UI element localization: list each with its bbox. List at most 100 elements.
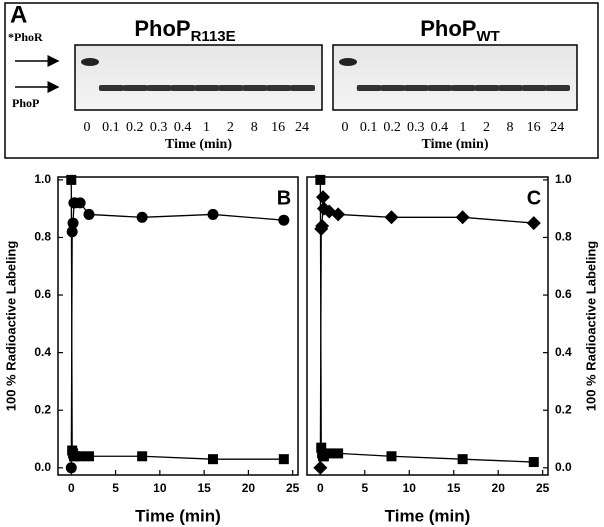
data-point [278, 214, 290, 226]
panel-label: C [527, 187, 541, 209]
x-tick-label: 25 [286, 481, 300, 495]
data-point [526, 216, 541, 231]
lane-label: 8 [507, 120, 514, 135]
gel-xlabel: Time (min) [165, 137, 232, 152]
gel-band [81, 58, 99, 66]
gel-band [339, 58, 357, 66]
gel-title: PhoPR113E [134, 16, 235, 45]
lane-label: 0.4 [174, 120, 192, 135]
x-tick-label: 0 [68, 481, 75, 495]
gel-band [380, 85, 405, 91]
x-tick-label: 5 [361, 481, 368, 495]
plot-frame [306, 176, 549, 476]
gel-image [332, 44, 578, 111]
x-tick-label: 20 [242, 481, 256, 495]
data-point [74, 197, 86, 209]
x-tick-label: 25 [536, 481, 550, 495]
panel-label: B [277, 187, 291, 209]
gel-band [403, 85, 429, 91]
data-point [386, 451, 397, 462]
x-tick-label: 10 [403, 481, 417, 495]
y-tick-label: 0.8 [555, 230, 572, 244]
lane-label: 24 [295, 120, 309, 135]
y-tick-label: 0.0 [34, 460, 51, 474]
data-point [324, 448, 335, 459]
y-tick-label: 0.6 [555, 287, 572, 301]
x-tick-label: 0 [317, 481, 324, 495]
gel-band [521, 85, 547, 91]
data-point [455, 210, 470, 225]
y-tick-label: 0.0 [555, 460, 572, 474]
lane-label: 16 [527, 120, 541, 135]
data-point [65, 462, 77, 474]
plot-frame [57, 176, 299, 476]
y-tick-label: 0.8 [34, 230, 51, 244]
gel-title-main: PhoP [134, 16, 190, 41]
x-tick-label: 5 [112, 481, 119, 495]
gel-image [74, 44, 323, 111]
gel-band [242, 85, 268, 91]
y-tick-label: 1.0 [34, 172, 51, 186]
gel-band [146, 85, 172, 91]
lane-label: 0.3 [150, 120, 168, 135]
gel-band [474, 85, 500, 91]
gel-band [427, 85, 453, 91]
lane-label: 2 [483, 120, 490, 135]
x-tick-label: 10 [153, 481, 167, 495]
series-line [70, 202, 284, 468]
data-point [528, 457, 539, 468]
lane-label: 0 [84, 120, 91, 135]
gel-band [98, 85, 124, 91]
lane-label: 0.2 [126, 120, 144, 135]
lane-label: 0.4 [431, 120, 449, 135]
data-point [318, 451, 329, 462]
gel-band [266, 85, 292, 91]
gel-band [218, 85, 244, 91]
y-axis-label: 100 % Radioactive Labeling [3, 241, 18, 412]
gel-band [170, 85, 196, 91]
lane-label: 2 [227, 120, 234, 135]
data-point [66, 226, 78, 238]
data-point [69, 451, 80, 462]
gel-title-sub: WT [476, 28, 499, 45]
lane-label: 0.2 [383, 120, 401, 135]
data-point [83, 451, 94, 462]
series-line [319, 197, 534, 468]
x-tick-label: 15 [197, 481, 211, 495]
lane-label: 0 [342, 120, 349, 135]
data-point [316, 190, 331, 205]
gel-band [545, 85, 570, 91]
lane-label: 1 [459, 120, 466, 135]
data-point [315, 174, 326, 185]
lane-label: 0.3 [407, 120, 425, 135]
data-point [457, 454, 468, 465]
gel-band [356, 85, 382, 91]
marker-label: *PhoR [8, 30, 43, 44]
data-point [66, 174, 77, 185]
data-point [315, 218, 330, 233]
data-point [278, 454, 289, 465]
lane-label: 24 [550, 120, 564, 135]
data-point [137, 451, 148, 462]
panel-label: A [10, 1, 27, 28]
lane-label: 0.1 [360, 120, 378, 135]
data-point [136, 211, 148, 223]
data-point [313, 460, 328, 475]
lane-label: 1 [203, 120, 210, 135]
lane-label: 16 [271, 120, 285, 135]
data-point [207, 454, 218, 465]
y-tick-label: 0.2 [555, 402, 572, 416]
gel-band [451, 85, 476, 91]
gel-title-sub: R113E [191, 28, 236, 45]
gel-title-main: PhoP [420, 16, 476, 41]
marker-label: PhoP [12, 96, 39, 110]
data-point [207, 208, 219, 220]
x-tick-label: 15 [447, 481, 461, 495]
x-tick-label: 20 [492, 481, 506, 495]
data-point [67, 217, 79, 229]
gel-band [194, 85, 220, 91]
gel-xlabel: Time (min) [421, 137, 488, 152]
gel-band [290, 85, 315, 91]
x-axis-label: Time (min) [385, 506, 471, 525]
